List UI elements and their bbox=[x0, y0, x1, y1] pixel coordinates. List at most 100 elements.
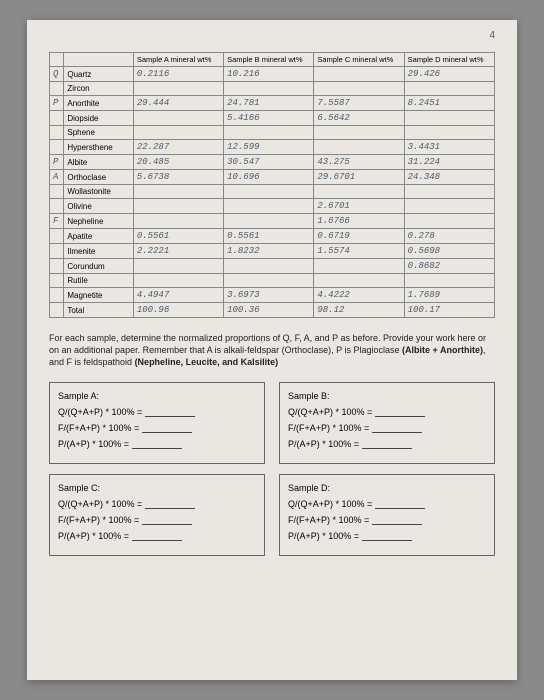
cell-b bbox=[224, 259, 314, 274]
cell-b: 3.6973 bbox=[224, 288, 314, 303]
header-d: Sample D mineral wt% bbox=[404, 53, 494, 67]
cell-c: 4.4222 bbox=[314, 288, 404, 303]
row-margin bbox=[50, 303, 64, 318]
mineral-label: Sphene bbox=[64, 126, 133, 140]
row-margin: A bbox=[50, 170, 64, 185]
sample-title: Sample B: bbox=[288, 391, 486, 401]
cell-c: 1.6766 bbox=[314, 214, 404, 229]
cell-d: 8.2451 bbox=[404, 96, 494, 111]
cell-b: 1.8232 bbox=[224, 244, 314, 259]
answer-blank bbox=[145, 500, 195, 509]
cell-d: 0.278 bbox=[404, 229, 494, 244]
answer-blank bbox=[372, 424, 422, 433]
row-margin bbox=[50, 111, 64, 126]
instructions-text: For each sample, determine the normalize… bbox=[49, 332, 495, 368]
table-row: Total100.96100.3698.12100.17 bbox=[50, 303, 495, 318]
row-margin bbox=[50, 229, 64, 244]
cell-c bbox=[314, 126, 404, 140]
sample-title: Sample C: bbox=[58, 483, 256, 493]
cell-b: 10.696 bbox=[224, 170, 314, 185]
formula-line: F/(F+A+P) * 100% = bbox=[58, 423, 256, 433]
sample-box: Sample C: Q/(Q+A+P) * 100% = F/(F+A+P) * … bbox=[49, 474, 265, 556]
sample-box: Sample B:Q/(Q+A+P) * 100% = F/(F+A+P) * … bbox=[279, 382, 495, 464]
answer-blank bbox=[372, 516, 422, 525]
mineral-label: Total bbox=[64, 303, 133, 318]
table-row: Diopside5.41666.5642 bbox=[50, 111, 495, 126]
cell-d bbox=[404, 126, 494, 140]
row-margin bbox=[50, 199, 64, 214]
header-a: Sample A mineral wt% bbox=[133, 53, 223, 67]
row-margin bbox=[50, 259, 64, 274]
answer-blank bbox=[375, 500, 425, 509]
row-margin: P bbox=[50, 96, 64, 111]
sample-grid: Sample A:Q/(Q+A+P) * 100% = F/(F+A+P) * … bbox=[49, 382, 495, 556]
answer-blank bbox=[375, 408, 425, 417]
row-margin: P bbox=[50, 155, 64, 170]
cell-b: 24.781 bbox=[224, 96, 314, 111]
table-row: PAlbite20.48530.54743.27531.224 bbox=[50, 155, 495, 170]
cell-d: 31.224 bbox=[404, 155, 494, 170]
table-row: FNepheline1.6766 bbox=[50, 214, 495, 229]
cell-d bbox=[404, 274, 494, 288]
answer-blank bbox=[362, 440, 412, 449]
formula-line: P/(A+P) * 100% = bbox=[58, 439, 256, 449]
table-row: QQuartz0.211610.21629.426 bbox=[50, 67, 495, 82]
cell-a: 2.2221 bbox=[133, 244, 223, 259]
answer-blank bbox=[132, 532, 182, 541]
cell-c: 7.5587 bbox=[314, 96, 404, 111]
mineral-label: Hypersthene bbox=[64, 140, 133, 155]
answer-blank bbox=[145, 408, 195, 417]
cell-c: 29.6701 bbox=[314, 170, 404, 185]
worksheet-page: 4 Sample A mineral wt% Sample B mineral … bbox=[27, 20, 517, 680]
header-row: Sample A mineral wt% Sample B mineral wt… bbox=[50, 53, 495, 67]
cell-a bbox=[133, 82, 223, 96]
page-number: 4 bbox=[489, 30, 495, 41]
row-margin bbox=[50, 185, 64, 199]
formula-line: Q/(Q+A+P) * 100% = bbox=[288, 499, 486, 509]
mineral-label: Diopside bbox=[64, 111, 133, 126]
table-row: Olivine2.6701 bbox=[50, 199, 495, 214]
cell-c bbox=[314, 82, 404, 96]
cell-a bbox=[133, 185, 223, 199]
cell-c: 98.12 bbox=[314, 303, 404, 318]
formula-line: Q/(Q+A+P) * 100% = bbox=[58, 499, 256, 509]
cell-a: 100.96 bbox=[133, 303, 223, 318]
table-row: Ilmenite2.22211.82321.55740.5698 bbox=[50, 244, 495, 259]
cell-c bbox=[314, 274, 404, 288]
header-b: Sample B mineral wt% bbox=[224, 53, 314, 67]
cell-a bbox=[133, 111, 223, 126]
table-row: Hypersthene22.28712.5993.4431 bbox=[50, 140, 495, 155]
table-row: AOrthoclase5.673810.69629.670124.348 bbox=[50, 170, 495, 185]
cell-a: 4.4947 bbox=[133, 288, 223, 303]
cell-d: 29.426 bbox=[404, 67, 494, 82]
mineral-label: Rutile bbox=[64, 274, 133, 288]
answer-blank bbox=[142, 424, 192, 433]
cell-a: 0.5561 bbox=[133, 229, 223, 244]
cell-d bbox=[404, 214, 494, 229]
cell-d: 100.17 bbox=[404, 303, 494, 318]
cell-c: 6.5642 bbox=[314, 111, 404, 126]
cell-a: 22.287 bbox=[133, 140, 223, 155]
cell-c: 0.6719 bbox=[314, 229, 404, 244]
formula-line: F/(F+A+P) * 100% = bbox=[58, 515, 256, 525]
cell-d: 0.8682 bbox=[404, 259, 494, 274]
cell-a: 0.2116 bbox=[133, 67, 223, 82]
header-margin bbox=[50, 53, 64, 67]
mineral-table: Sample A mineral wt% Sample B mineral wt… bbox=[49, 52, 495, 318]
mineral-label: Magnetite bbox=[64, 288, 133, 303]
cell-d: 3.4431 bbox=[404, 140, 494, 155]
cell-c: 43.275 bbox=[314, 155, 404, 170]
sample-box: Sample D:Q/(Q+A+P) * 100% = F/(F+A+P) * … bbox=[279, 474, 495, 556]
cell-b bbox=[224, 185, 314, 199]
cell-c bbox=[314, 259, 404, 274]
mineral-label: Apatite bbox=[64, 229, 133, 244]
row-margin bbox=[50, 126, 64, 140]
cell-b: 100.36 bbox=[224, 303, 314, 318]
row-margin bbox=[50, 288, 64, 303]
sample-box: Sample A:Q/(Q+A+P) * 100% = F/(F+A+P) * … bbox=[49, 382, 265, 464]
cell-c: 1.5574 bbox=[314, 244, 404, 259]
row-margin: F bbox=[50, 214, 64, 229]
formula-line: P/(A+P) * 100% = bbox=[288, 439, 486, 449]
cell-d bbox=[404, 82, 494, 96]
formula-line: P/(A+P) * 100% = bbox=[288, 531, 486, 541]
